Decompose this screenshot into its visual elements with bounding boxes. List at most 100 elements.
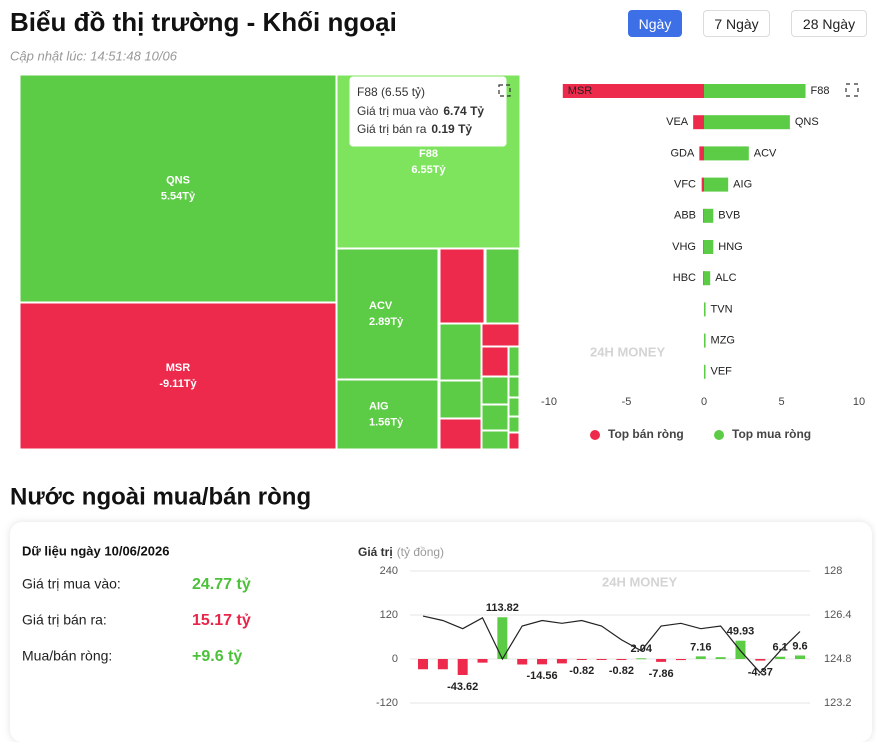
section-title: Nước ngoài mua/bán ròng (10, 483, 311, 510)
tab[interactable]: 7 Ngày (703, 10, 770, 37)
bar-label: MSR (568, 85, 593, 97)
bar (755, 659, 766, 661)
tile (508, 376, 520, 398)
y-tick-label: -120 (376, 697, 398, 709)
bar (704, 208, 714, 223)
tile (481, 346, 509, 377)
data-label: -14.56 (526, 670, 557, 682)
y-tick-label: 240 (380, 565, 398, 577)
bar-label: QNS (795, 116, 819, 128)
x-tick-label: 5 (778, 396, 784, 408)
tooltip-row: Giá trị mua vào 6.74 Tỷ (357, 104, 484, 118)
data-label: 2.04 (631, 643, 653, 655)
data-label: -0.82 (609, 665, 634, 677)
tile (508, 432, 520, 450)
bar-label: F88 (811, 85, 830, 97)
bar-label: VEF (711, 366, 733, 378)
tile-label: AIG (369, 400, 389, 412)
bar (556, 659, 567, 664)
watermark: 24H MONEY (602, 574, 677, 589)
x-tick-label: 10 (853, 396, 865, 408)
bar (715, 657, 726, 659)
bar (656, 659, 667, 662)
watermark: 24H MONEY (590, 344, 665, 359)
tile (439, 380, 482, 419)
y2-tick-label: 123.2 (824, 697, 852, 709)
data-label: 7.16 (690, 641, 711, 653)
tile-value: 5.54Tỷ (161, 190, 196, 202)
bar (437, 659, 448, 670)
data-label: -7.86 (649, 668, 674, 680)
data-label: -43.62 (447, 681, 478, 693)
tooltip-title: F88 (6.55 tỷ) (357, 85, 425, 99)
tile (481, 430, 509, 450)
tooltip-label: Giá trị mua vào (357, 104, 439, 118)
tile (19, 302, 337, 450)
data-label: 49.93 (727, 626, 755, 638)
treemap: QNS 5.54Tỷ F88 6.55Tỷ MSR -9.11Tỷ ACV 2.89Tỷ AIG… (19, 74, 521, 450)
bar (562, 84, 704, 98)
bar-chart: 24H MONEY -10 -5 0 5 10 MSR VEA GDA VFC ABB VHG HBC T… (541, 83, 865, 441)
bar-label: VEA (666, 116, 689, 128)
tile (481, 376, 509, 405)
bar (537, 659, 548, 665)
page-title: Biểu đồ thị trường - Khối ngoại (10, 7, 397, 37)
bar-label: VHG (672, 241, 696, 253)
summary-label: Mua/bán ròng: (22, 648, 112, 664)
bar (795, 655, 805, 659)
bar (695, 656, 706, 659)
bar (704, 271, 711, 286)
tooltip-row: Giá trị bán ra 0.19 Tỷ (357, 122, 472, 136)
bar-label: TVN (711, 303, 733, 315)
tile (336, 379, 439, 450)
bar (517, 659, 528, 665)
bar (477, 659, 488, 663)
tile (508, 346, 520, 377)
legend-marker (590, 430, 600, 440)
tile (19, 74, 337, 303)
bar (704, 240, 714, 254)
bar-label: VFC (674, 179, 696, 191)
data-label: 113.82 (486, 602, 519, 614)
data-label: -0.82 (569, 665, 594, 677)
line (422, 615, 801, 674)
bar-label: MZG (711, 335, 735, 347)
bar (457, 659, 468, 675)
tooltip-value: 0.19 Tỷ (431, 122, 472, 136)
legend-marker (714, 430, 724, 440)
y2-tick-label: 128 (824, 565, 842, 577)
page: {"header": {"title": "Biểu đồ thị trường… (10, 6, 867, 709)
bar (576, 659, 587, 660)
tile (481, 404, 509, 431)
bar (596, 659, 607, 660)
y2-tick-label: 124.8 (824, 653, 852, 665)
tile-value: 2.89Tỷ (369, 316, 404, 328)
y-label: Giá trị (358, 545, 393, 559)
bar (636, 658, 647, 660)
x-tick-label: 0 (701, 396, 707, 408)
tooltip-label: Giá trị bán ra (357, 122, 427, 136)
bar (616, 659, 627, 660)
tile (439, 418, 482, 450)
tooltip-value: 6.74 Tỷ (443, 104, 484, 118)
y-axis-title: Giá trị (tỷ đồng) (358, 545, 444, 559)
bar (704, 364, 706, 379)
tab[interactable]: 28 Ngày (791, 10, 867, 37)
bar-label: ABB (674, 210, 696, 222)
tile (336, 248, 439, 380)
bar (675, 659, 686, 661)
tooltip (348, 75, 508, 148)
tab[interactable]: Ngày (628, 10, 682, 37)
tile-label: F88 (419, 148, 438, 160)
bar (693, 115, 704, 130)
bar (704, 84, 806, 98)
tile-value: -9.11Tỷ (159, 378, 197, 390)
y-tick-label: 0 (392, 653, 398, 665)
tile-value: 1.56Tỷ (369, 416, 404, 428)
bar (704, 115, 790, 130)
bar (704, 333, 706, 348)
bar-label: HBC (673, 272, 696, 284)
summary-label: Giá trị mua vào: (22, 576, 121, 592)
summary-title: Dữ liệu ngày 10/06/2026 (22, 543, 169, 558)
summary-label: Giá trị bán ra: (22, 612, 107, 628)
